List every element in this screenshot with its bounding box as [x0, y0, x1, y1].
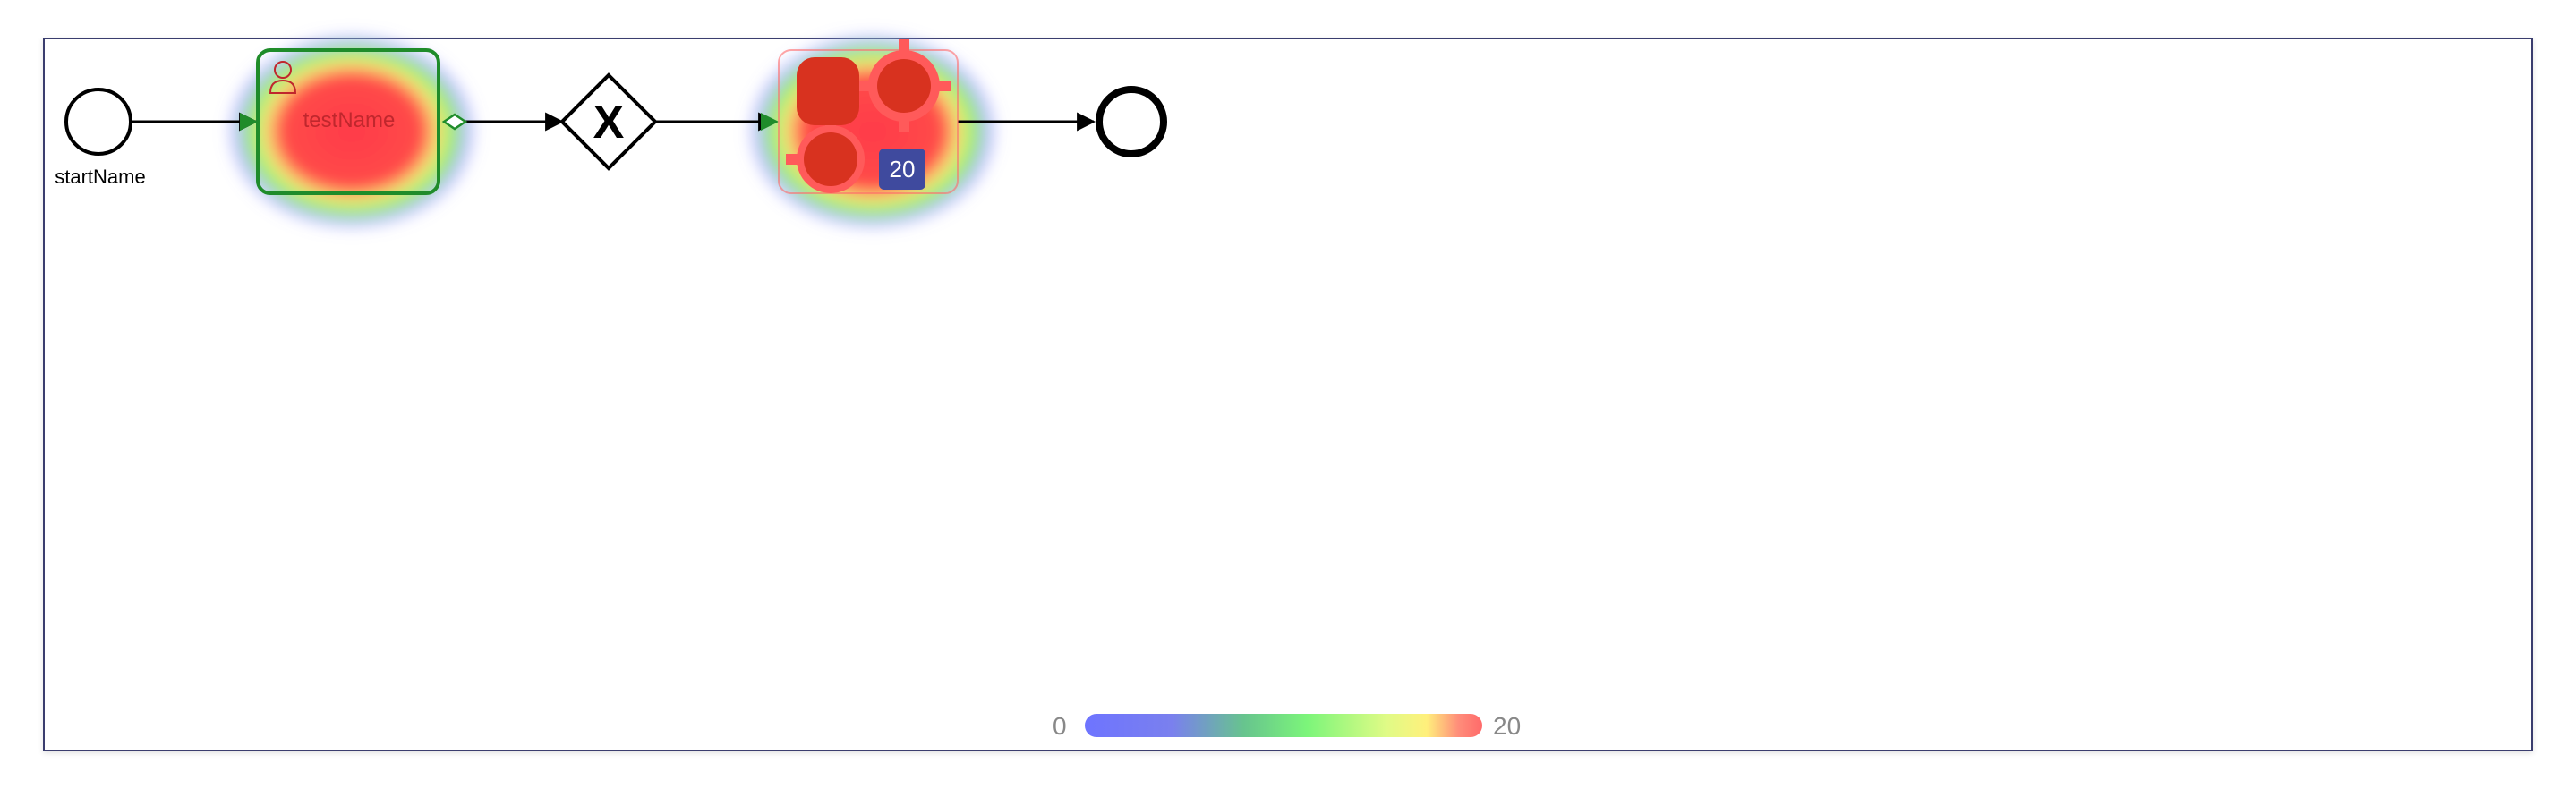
default-flow-marker	[441, 113, 468, 131]
legend-min-label: 0	[1053, 712, 1067, 740]
start-event-label: startName	[55, 166, 145, 188]
gateway-marker: X	[593, 97, 625, 149]
count-badge: 20	[879, 149, 925, 190]
service-task[interactable]	[778, 49, 959, 194]
user-icon	[269, 61, 297, 94]
flow-arrow-tint-3	[761, 113, 779, 131]
heatmap-legend: 0 20	[1038, 707, 1540, 743]
heat-blob-service-task	[746, 32, 999, 231]
end-event[interactable]	[1096, 86, 1167, 157]
legend-max-label: 20	[1493, 712, 1522, 740]
count-badge-value: 20	[890, 156, 916, 183]
start-event[interactable]	[64, 88, 132, 156]
gear-icon	[786, 39, 951, 193]
flow-arrow-tint-1	[240, 113, 258, 131]
user-task-label: testName	[303, 108, 396, 132]
legend-gradient-bar	[1085, 714, 1482, 737]
user-task[interactable]	[256, 48, 440, 195]
exclusive-gateway[interactable]	[559, 72, 658, 171]
